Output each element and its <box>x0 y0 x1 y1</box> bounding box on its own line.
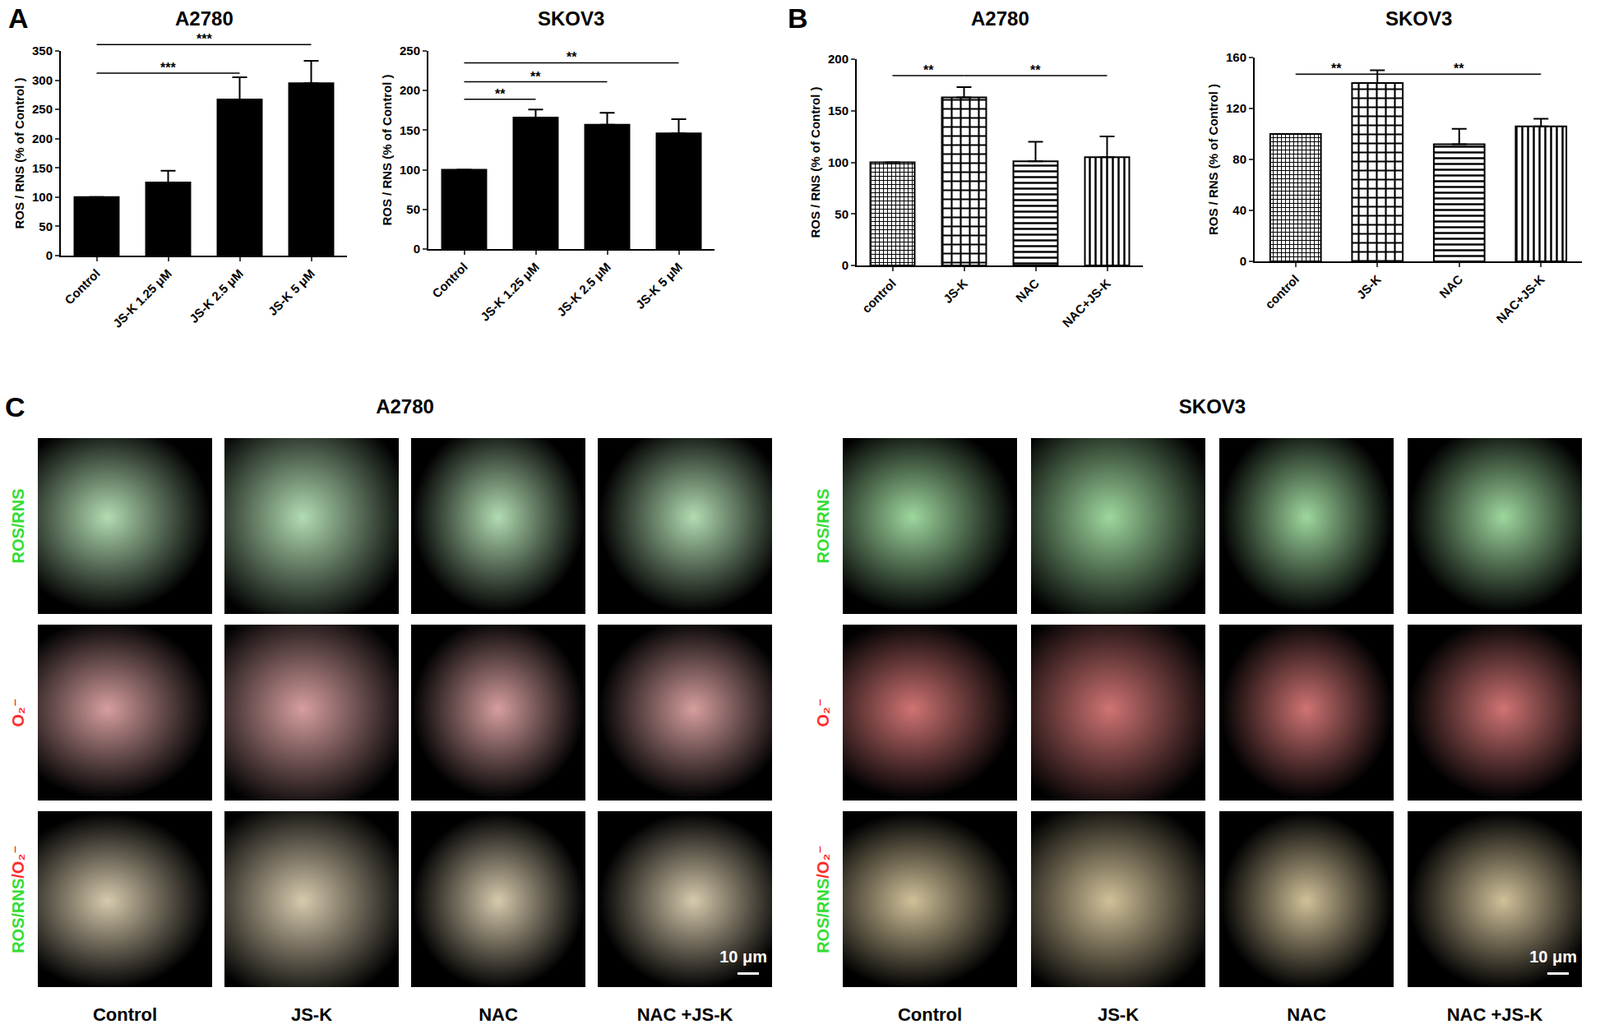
svg-text:ROS / RNS (% of Control ): ROS / RNS (% of Control ) <box>808 86 823 238</box>
svg-text:0: 0 <box>841 258 849 273</box>
svg-text:B: B <box>787 2 809 34</box>
svg-text:**: ** <box>1453 61 1465 76</box>
svg-text:**: ** <box>494 87 506 102</box>
svg-text:SKOV3: SKOV3 <box>1385 7 1453 30</box>
html-text:NAC: NAC <box>1286 1004 1327 1026</box>
svg-text:**: ** <box>566 50 578 65</box>
svg-text:200: 200 <box>827 51 849 66</box>
svg-text:A: A <box>8 2 29 34</box>
svg-text:ROS / RNS (% of Control ): ROS / RNS (% of Control ) <box>379 73 394 226</box>
svg-text:100: 100 <box>827 155 849 170</box>
svg-text:0: 0 <box>413 241 421 256</box>
html-text:NAC: NAC <box>478 1004 518 1026</box>
svg-text:SKOV3: SKOV3 <box>537 7 605 30</box>
svg-text:***: *** <box>160 60 176 75</box>
svg-text:0: 0 <box>46 248 53 263</box>
html-text:Control: Control <box>92 1004 158 1026</box>
html-text:10 μm: 10 μm <box>1529 947 1577 967</box>
svg-text:0: 0 <box>1239 254 1247 269</box>
html-text:O₂⁻: O₂⁻ <box>9 698 28 728</box>
html-text:JS-K: JS-K <box>290 1004 333 1026</box>
svg-text:***: *** <box>196 32 213 47</box>
html-text:JS-K: JS-K <box>1097 1004 1139 1026</box>
svg-text:250: 250 <box>32 101 53 116</box>
html-text:10 μm: 10 μm <box>719 947 768 967</box>
svg-text:**: ** <box>923 63 935 78</box>
svg-text:JS-K: JS-K <box>940 276 971 306</box>
html-text:/O₂⁻: /O₂⁻ <box>813 845 833 879</box>
svg-text:JS-K: JS-K <box>1353 272 1383 302</box>
svg-text:**: ** <box>530 69 542 84</box>
html-text:ROS/RNS: ROS/RNS <box>9 878 28 954</box>
svg-text:50: 50 <box>406 202 421 217</box>
html-text:NAC +JS-K: NAC +JS-K <box>636 1004 733 1026</box>
svg-text:Control: Control <box>429 259 471 301</box>
svg-text:JS-K 1.25 μM: JS-K 1.25 μM <box>110 266 175 331</box>
html-text:/O₂⁻: /O₂⁻ <box>9 845 28 879</box>
svg-text:JS-K 2.5 μM: JS-K 2.5 μM <box>186 266 246 326</box>
svg-text:250: 250 <box>399 43 421 58</box>
svg-text:**: ** <box>1030 63 1041 78</box>
svg-text:ROS / RNS (% of Control ): ROS / RNS (% of Control ) <box>12 77 27 229</box>
svg-text:JS-K 5 μM: JS-K 5 μM <box>633 259 685 312</box>
html-text:Control: Control <box>897 1004 963 1026</box>
html-text:ROS/RNS: ROS/RNS <box>813 878 833 954</box>
svg-text:JS-K 5 μM: JS-K 5 μM <box>265 266 318 319</box>
svg-text:control: control <box>1262 272 1302 312</box>
svg-text:150: 150 <box>32 161 53 176</box>
svg-text:350: 350 <box>32 43 53 58</box>
svg-text:300: 300 <box>32 73 53 88</box>
html-text:NAC +JS-K: NAC +JS-K <box>1446 1004 1543 1026</box>
html-text:SKOV3: SKOV3 <box>1178 395 1246 418</box>
svg-text:40: 40 <box>1232 203 1247 218</box>
svg-text:ROS / RNS (% of Control ): ROS / RNS (% of Control ) <box>1206 83 1221 236</box>
svg-text:Control: Control <box>61 266 103 308</box>
svg-text:150: 150 <box>827 103 849 118</box>
svg-text:**: ** <box>1331 61 1342 76</box>
svg-text:120: 120 <box>1225 101 1247 116</box>
svg-text:200: 200 <box>399 83 421 98</box>
html-text:A2780: A2780 <box>375 395 435 418</box>
svg-text:160: 160 <box>1225 50 1247 65</box>
svg-text:50: 50 <box>834 207 849 222</box>
svg-text:NAC+JS-K: NAC+JS-K <box>1493 272 1547 326</box>
svg-text:200: 200 <box>32 131 53 146</box>
html-text:C: C <box>4 391 26 423</box>
svg-text:50: 50 <box>38 219 53 234</box>
html-text:O₂⁻: O₂⁻ <box>813 698 833 728</box>
svg-text:A2780: A2780 <box>971 7 1030 30</box>
svg-text:JS-K 1.25 μM: JS-K 1.25 μM <box>477 259 542 324</box>
svg-text:NAC: NAC <box>1436 272 1466 301</box>
svg-text:NAC: NAC <box>1012 276 1042 306</box>
html-text:ROS/RNS: ROS/RNS <box>8 488 27 564</box>
svg-text:JS-K 2.5 μM: JS-K 2.5 μM <box>554 259 614 320</box>
svg-text:A2780: A2780 <box>175 7 234 30</box>
svg-text:100: 100 <box>399 162 421 177</box>
html-text:ROS/RNS: ROS/RNS <box>813 488 832 564</box>
svg-text:150: 150 <box>399 123 421 138</box>
svg-text:control: control <box>859 276 899 316</box>
svg-text:100: 100 <box>32 189 53 204</box>
svg-text:NAC+JS-K: NAC+JS-K <box>1059 276 1114 330</box>
svg-text:80: 80 <box>1232 152 1247 167</box>
